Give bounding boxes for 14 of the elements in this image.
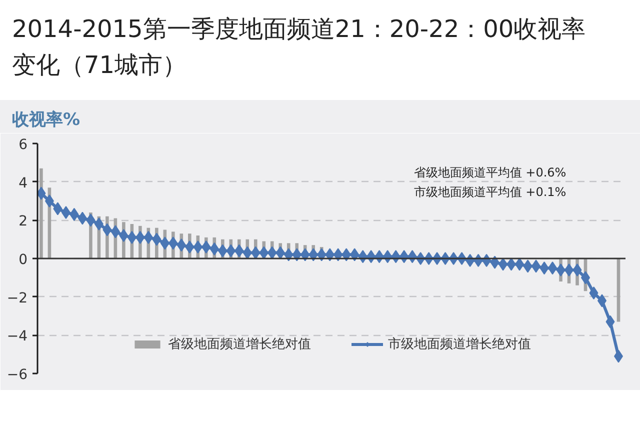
y-tick-label: 4 xyxy=(18,175,28,192)
legend-label: 市级地面频道增长绝对值 xyxy=(388,336,531,353)
annotation: 省级地面频道平均值 +0.6% xyxy=(414,165,566,180)
y-tick-label: 2 xyxy=(18,214,28,230)
bar xyxy=(616,258,620,322)
y-tick-label: −6 xyxy=(6,367,28,383)
annotation: 市级地面频道平均值 +0.1% xyxy=(414,184,566,199)
y-tick-label: 6 xyxy=(18,137,28,153)
y-tick-label: 0 xyxy=(18,252,28,268)
legend-label: 省级地面频道增长绝对值 xyxy=(168,336,311,353)
y-tick-label: −2 xyxy=(6,290,28,306)
y-axis-title: 收视率% xyxy=(12,109,80,132)
y-tick-label: −4 xyxy=(6,328,28,345)
chart-title: 2014-2015第一季度地面频道21：20-22：00收视率变化（71城市） xyxy=(12,14,587,81)
